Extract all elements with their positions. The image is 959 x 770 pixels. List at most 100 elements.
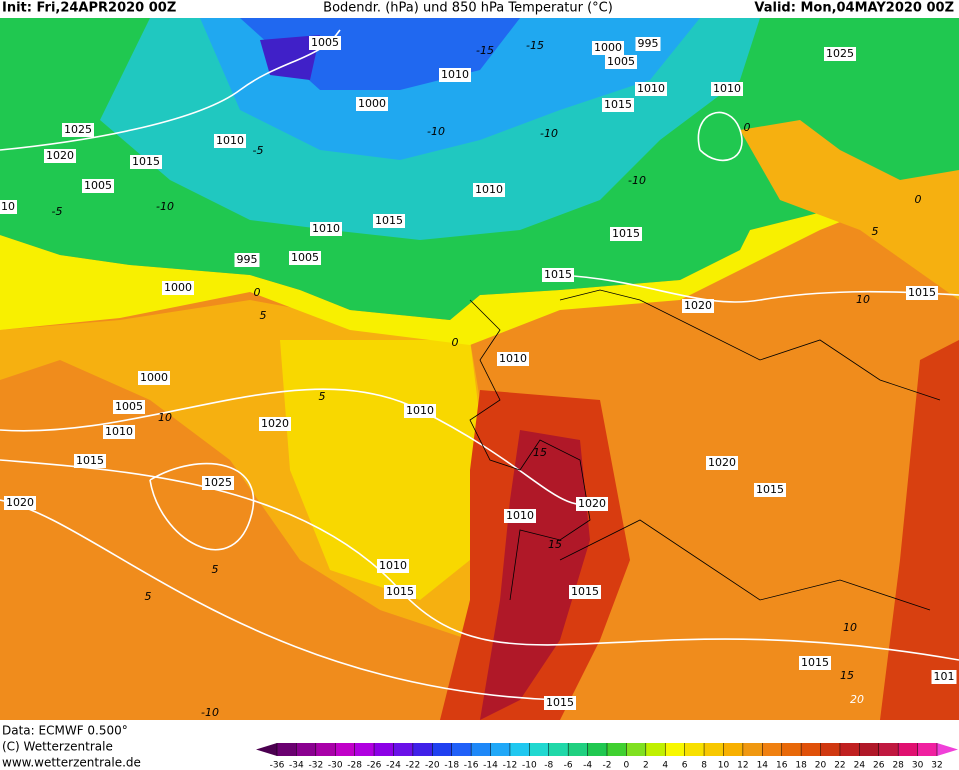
isobar-label: 995 [234, 253, 260, 267]
isobar-label-text: 1015 [544, 268, 572, 281]
isotherm-label: 15 [533, 446, 547, 459]
isotherm-label: 5 [145, 590, 152, 603]
colorbar-tick-label: 32 [931, 761, 942, 770]
isobar-label: 1010 [473, 183, 505, 197]
isobar-label-text: 1020 [684, 299, 712, 312]
isobar-label-text: 1010 [379, 559, 407, 572]
isobar-label-box [824, 47, 856, 61]
warm-area [740, 120, 959, 300]
isobar-label: 1020 [682, 299, 714, 313]
colorbar-tick-label: -4 [583, 761, 592, 770]
isobar-label: 1025 [62, 123, 94, 137]
isobar-label: 1005 [605, 55, 637, 69]
isobar-label-text: 1000 [164, 281, 192, 294]
colorbar-tick-label: 4 [662, 761, 668, 770]
coastlines [469, 289, 941, 611]
colorbar-box [568, 743, 588, 756]
isobar [697, 111, 743, 162]
isobar-label: 1015 [74, 454, 106, 468]
isobar-label-box [610, 227, 642, 241]
isobar-label-text: 1010 [312, 222, 340, 235]
colorbar-box [529, 743, 549, 756]
isobar [559, 274, 959, 303]
isobar-label-text: 1015 [386, 585, 414, 598]
isobar-label-box [310, 222, 342, 236]
isobar-label-box [635, 37, 661, 51]
colorbar-box [471, 743, 491, 756]
colorbar-box [277, 743, 297, 756]
isobar-label-text: 995 [237, 253, 258, 266]
header-bar [0, 0, 959, 18]
isobar-label-box [138, 371, 170, 385]
isobar-label: 1025 [202, 476, 234, 490]
isobar-label: 1015 [610, 227, 642, 241]
isobar-label: 1005 [309, 36, 341, 50]
copyright: (C) Wetterzentrale [2, 740, 113, 754]
isobar-label-text: 1020 [261, 417, 289, 430]
isotherm-label: -10 [628, 174, 646, 187]
isobar-label: 1020 [706, 456, 738, 470]
isobar-label: 1015 [569, 585, 601, 599]
colorbar-tick-label: 26 [873, 761, 885, 770]
isobar-label-box [711, 82, 743, 96]
colorbar-tick-label: -6 [564, 761, 573, 770]
isobar-label-box [62, 123, 94, 137]
isobar-label-box [544, 696, 576, 710]
hot-core [480, 430, 590, 720]
map [0, 18, 959, 720]
isobar-label: 1020 [259, 417, 291, 431]
isobar-label: 1015 [544, 696, 576, 710]
isobar-label-text: 1015 [546, 696, 574, 709]
isobars [0, 29, 959, 701]
isobar-label-box [309, 36, 341, 50]
isobar-label: 1010 [404, 404, 436, 418]
isobar-label-text: 1015 [908, 286, 936, 299]
colorbar-box [878, 743, 899, 756]
isobar-label-box [162, 281, 194, 295]
isobar-label-text: 1015 [612, 227, 640, 240]
isotherm-label: -15 [526, 39, 544, 52]
isobar-label: 1010 [711, 82, 743, 96]
isobar-label-box [234, 253, 260, 267]
isobar-label-box [497, 352, 529, 366]
colorbar-tick-label: 14 [757, 761, 769, 770]
isobar-label: 1010 [310, 222, 342, 236]
colorbar-tick-label: -10 [522, 761, 537, 770]
isobar-label: 1010 [103, 425, 135, 439]
isobar-label: 1015 [373, 214, 405, 228]
colorbar-box [296, 743, 316, 756]
isobar-label-text: 1015 [132, 155, 160, 168]
isotherm-label: 5 [319, 390, 326, 403]
colorbar-tick-label: 10 [718, 761, 730, 770]
isotherm-label: -5 [253, 144, 264, 157]
colorbar-tick-label: -30 [328, 761, 343, 770]
isotherm-label: 20 [850, 693, 864, 706]
isobar-label-box [356, 97, 388, 111]
valid-time: Valid: Mon,04MAY2020 00Z [754, 1, 954, 16]
isobar-label-text: 1010 [216, 134, 244, 147]
colorbar: -36 -34 -32 -30 -28 -26 -24 -22 -20 -18 -16 -14 -12-… [256, 743, 958, 770]
isobar-label: 1015 [130, 155, 162, 169]
isotherm-label: 10 [158, 411, 172, 424]
isobar-label: 1010 [504, 509, 536, 523]
colorbar-end [256, 743, 277, 756]
colorbar-box [490, 743, 510, 756]
colorbar-tick-label: -24 [386, 761, 401, 770]
isotherm-label: 5 [260, 309, 267, 322]
isobar-label-text: 1010 [475, 183, 503, 196]
isobar-label-box [74, 454, 106, 468]
coastline [559, 289, 941, 401]
isobar-label-text: 1005 [311, 36, 339, 49]
isobar-label-box [384, 585, 416, 599]
isobar-label-box [576, 497, 608, 511]
isotherm-label: 10 [843, 621, 857, 634]
isobar-label-box [754, 483, 786, 497]
isotherm-label: 5 [212, 563, 219, 576]
isobar-label-text: 1005 [607, 55, 635, 68]
isobar-label-box [103, 425, 135, 439]
isobar-label: 1000 [138, 371, 170, 385]
isobar-label-box [259, 417, 291, 431]
isobar-label-box [404, 404, 436, 418]
isobar-label-box [592, 41, 624, 55]
